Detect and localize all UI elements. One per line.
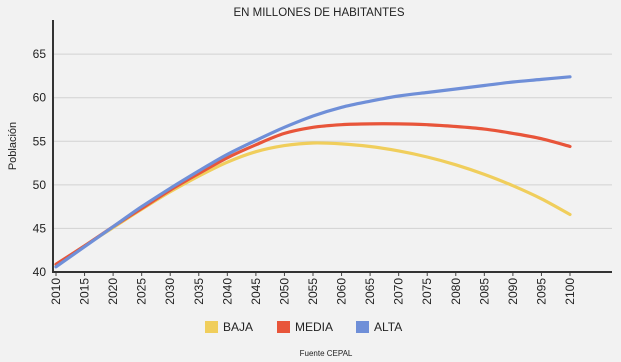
- x-tick-label: 2030: [163, 278, 177, 305]
- y-tick-label: 55: [33, 134, 47, 148]
- legend-label-alta: ALTA: [374, 320, 402, 334]
- series-lines: [54, 75, 572, 269]
- x-axis-ticks: 2010 2015 2020 2025 2030 2035 2040 2045 2050 2055…: [49, 272, 577, 305]
- x-tick-label: 2100: [563, 278, 577, 305]
- grid-lines: [53, 53, 612, 229]
- y-tick-label: 45: [33, 221, 47, 235]
- x-tick-label: 2010: [49, 278, 63, 305]
- series-line-alta: [54, 75, 572, 269]
- series-line-baja: [54, 141, 572, 267]
- legend-label-baja: BAJA: [223, 320, 253, 334]
- x-tick-label: 2045: [249, 278, 263, 305]
- legend-label-media: MEDIA: [295, 320, 333, 334]
- x-tick-label: 2090: [506, 278, 520, 305]
- legend: BAJA MEDIA ALTA: [205, 320, 402, 334]
- x-tick-label: 2050: [277, 278, 291, 305]
- series-line-media: [54, 122, 572, 266]
- x-tick-label: 2055: [306, 278, 320, 305]
- x-tick-label: 2070: [392, 278, 406, 305]
- x-tick-label: 2035: [192, 278, 206, 305]
- x-tick-label: 2075: [420, 278, 434, 305]
- legend-swatch-alta: [356, 321, 369, 333]
- x-tick-label: 2025: [135, 278, 149, 305]
- y-axis-label: Población: [7, 122, 19, 170]
- y-tick-label: 65: [33, 47, 47, 61]
- source-note: Fuente CEPAL: [300, 349, 353, 358]
- chart-title: EN MILLONES DE HABITANTES: [233, 7, 404, 19]
- y-tick-label: 40: [33, 265, 47, 279]
- legend-swatch-baja: [205, 321, 218, 333]
- x-tick-label: 2065: [363, 278, 377, 305]
- x-tick-label: 2040: [220, 278, 234, 305]
- x-tick-label: 2085: [477, 278, 491, 305]
- x-tick-label: 2015: [78, 278, 92, 305]
- y-tick-label: 60: [33, 91, 47, 105]
- legend-swatch-media: [277, 321, 290, 333]
- y-axis-ticks: 40 45 50 55 60 65: [33, 47, 47, 279]
- x-tick-label: 2095: [534, 278, 548, 305]
- x-tick-label: 2080: [449, 278, 463, 305]
- x-tick-label: 2020: [106, 278, 120, 305]
- x-tick-label: 2060: [335, 278, 349, 305]
- y-tick-label: 50: [33, 178, 47, 192]
